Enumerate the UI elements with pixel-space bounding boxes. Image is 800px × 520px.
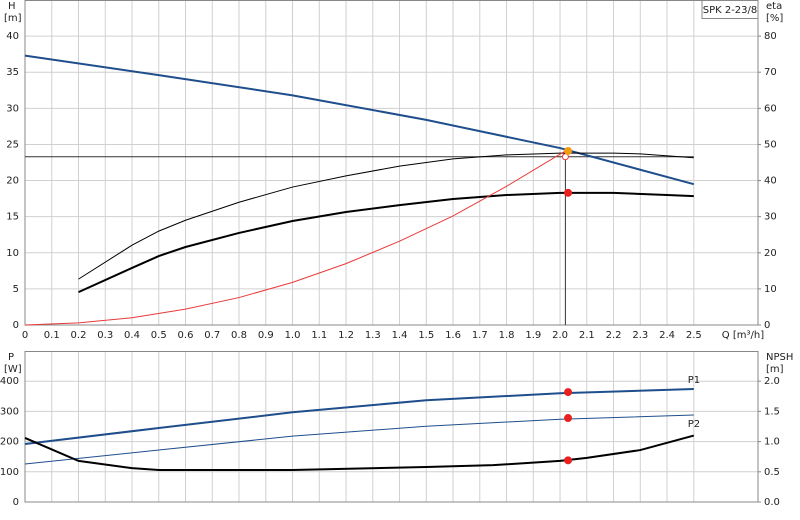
x-tick-label: 0 [22,330,28,341]
curve-label-box [701,0,759,19]
y-tick-label: 40 [6,31,19,42]
y-axis-unit: [W] [4,364,22,375]
x-tick-label: 0.9 [258,330,274,341]
curve-name: P2 [688,419,700,430]
x-tick-label: 1.5 [418,330,434,341]
y2-tick-label: 20 [764,248,777,259]
y2-tick-label: 80 [764,31,777,42]
duty-point [564,456,573,465]
x-tick-label: 1.0 [285,330,301,341]
y2-tick-label: 30 [764,212,777,223]
x-axis-label: Q [m³/h] [722,330,764,341]
y2-tick-label: 0.0 [764,497,780,508]
duty-point [564,188,573,197]
x-tick-label: 1.6 [445,330,461,341]
duty-point [564,388,573,397]
y-tick-label: 300 [0,406,19,417]
plot-frame [24,0,759,326]
y-tick-label: 15 [6,212,19,223]
curve-name: P1 [688,375,700,386]
x-tick-label: 0.4 [124,330,140,341]
y-tick-label: 100 [0,467,19,478]
y2-tick-label: 40 [764,176,777,187]
y-tick-label: 200 [0,437,19,448]
x-tick-label: 2.2 [606,330,622,341]
y2-tick-label: 0 [764,320,770,331]
y2-axis-label: eta [766,1,782,12]
x-tick-label: 1.4 [392,330,408,341]
plot-frame [24,351,759,503]
curve [78,152,694,280]
y2-tick-label: 1.5 [764,406,780,417]
x-tick-label: 0.7 [204,330,220,341]
x-tick-label: 0.1 [44,330,60,341]
curve [24,414,694,465]
y-tick-label: 10 [6,248,19,259]
x-tick-label: 1.2 [338,330,354,341]
y2-tick-label: 10 [764,284,777,295]
y2-tick-label: 70 [764,67,777,78]
y-tick-label: 0 [13,320,19,331]
y-tick-label: 400 [0,376,19,387]
x-tick-label: 0.8 [231,330,247,341]
curve [24,388,694,446]
y-tick-label: 30 [6,103,19,114]
x-tick-label: 0.6 [178,330,194,341]
y-axis-label: H [8,1,16,12]
y-axis-label: P [8,352,14,363]
curve [24,54,695,186]
x-tick-label: 2.3 [632,330,648,341]
x-tick-label: 1.9 [525,330,541,341]
y2-tick-label: 1.0 [764,437,780,448]
y-tick-label: 0 [13,497,19,508]
x-tick-label: 2.5 [686,330,702,341]
curve [78,191,694,294]
y2-tick-label: 2.0 [764,376,780,387]
x-tick-label: 2.0 [552,330,568,341]
curve [24,150,566,326]
y2-axis-unit: [m] [766,364,784,375]
y-tick-label: 20 [6,176,19,187]
x-tick-label: 1.8 [499,330,515,341]
duty-point [564,146,573,155]
x-tick-label: 0.3 [97,330,113,341]
y2-axis-unit: [%] [766,13,783,24]
y2-tick-label: 60 [764,103,777,114]
curve [24,434,695,471]
curve-label: SPK 2-23/8 [703,5,758,16]
x-tick-label: 0.5 [151,330,167,341]
y2-tick-label: 0.5 [764,467,780,478]
y-tick-label: 25 [6,139,19,150]
x-tick-label: 1.7 [472,330,488,341]
x-tick-label: 1.3 [365,330,381,341]
y-tick-label: 35 [6,67,19,78]
y2-tick-label: 50 [764,139,777,150]
x-tick-label: 2.4 [659,330,675,341]
x-tick-label: 0.2 [71,330,87,341]
duty-point [564,414,573,423]
x-tick-label: 2.1 [579,330,595,341]
y2-axis-label: NPSH [766,352,793,363]
y-axis-unit: [m] [4,13,22,24]
y-tick-label: 5 [13,284,19,295]
x-tick-label: 1.1 [311,330,327,341]
